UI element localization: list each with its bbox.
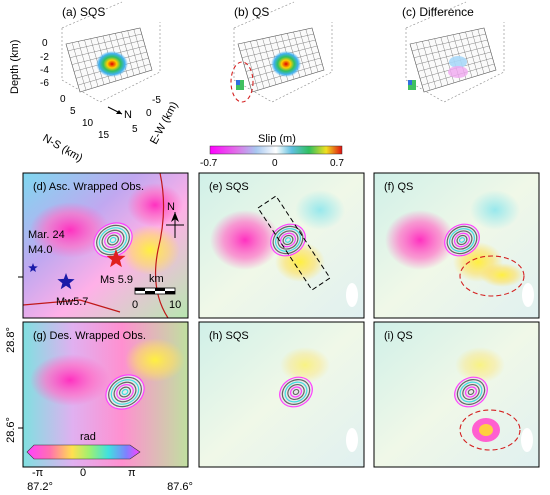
phase-colorbar-gradient (26, 444, 141, 460)
event1-date: Mar. 24 (28, 229, 65, 241)
map-axes: 28.8° 28.6° 87.2° 87.6° (5, 276, 193, 493)
phase-colorbar: rad -π 0 π (26, 431, 141, 479)
north-arrow-icon (116, 110, 122, 114)
star-blue-icon (57, 273, 75, 290)
panel-a-fault-plane (65, 27, 153, 93)
panel-c-title: (c) Difference (402, 5, 474, 19)
panel-g: (g) Des. Wrapped Obs. rad -π 0 π (22, 321, 189, 479)
panel-f-title: (f) QS (384, 181, 413, 193)
panel-d: (d) Asc. Wrapped Obs. Mar. 24 M4.0 Ms 5.… (22, 172, 189, 319)
scale-unit: km (149, 273, 164, 285)
slip-colorbar: Slip (m) -0.7 0 0.7 (200, 133, 344, 169)
dashed-ellipse (459, 255, 525, 297)
panel-f: (f) QS (373, 172, 540, 319)
north-label: N (167, 201, 175, 213)
panel-a: (a) SQS Depth (km) 0 -2 -4 -6 0 5 10 15 … (9, 1, 180, 165)
scale-10: 10 (169, 299, 181, 311)
phase-colorbar-label: rad (80, 431, 96, 443)
slip-tick-mid: 0 (272, 158, 278, 169)
ns-tick-0: 0 (60, 94, 66, 105)
ns-axis-label: N-S (km) (41, 132, 85, 164)
event3-label: Mw5.7 (56, 296, 88, 308)
dashed-ellipse (230, 61, 254, 103)
slip-colorbar-label: Slip (m) (258, 133, 296, 145)
depth-axis-label: Depth (km) (9, 40, 21, 94)
scale-0: 0 (132, 299, 138, 311)
panel-b: (b) QS (230, 1, 333, 103)
panel-c: (c) Difference (402, 1, 505, 103)
panel-g-title: (g) Des. Wrapped Obs. (33, 330, 146, 342)
phase-tick-min: -π (32, 467, 44, 479)
ew-tick-2: 5 (132, 124, 138, 135)
panel-h-frame (198, 321, 365, 468)
event2-label: Ms 5.9 (100, 274, 133, 286)
panel-b-title: (b) QS (234, 5, 269, 19)
lon-tick-1: 87.2° (27, 481, 53, 493)
panel-h: (h) SQS (198, 321, 365, 468)
slip-colorbar-gradient (209, 145, 343, 155)
star-blue-small-icon (28, 263, 38, 272)
lat-tick-1: 28.8° (5, 327, 17, 353)
lake (346, 283, 358, 307)
phase-tick-mid: 0 (80, 467, 86, 479)
panel-d-title: (d) Asc. Wrapped Obs. (33, 181, 144, 193)
panel-i-frame (373, 321, 540, 468)
north-label-3d: N (124, 109, 132, 121)
ew-axis-label: E-W (km) (148, 100, 180, 147)
slip-patch (271, 51, 301, 77)
panel-i: (i) QS (373, 321, 540, 468)
panel-d-frame (22, 172, 189, 319)
panel-a-box (61, 1, 161, 103)
panel-e: (e) SQS (198, 172, 365, 319)
lat-tick-2: 28.6° (5, 417, 17, 443)
panel-a-title: (a) SQS (62, 5, 105, 19)
panel-h-title: (h) SQS (209, 330, 249, 342)
fault-line (154, 173, 169, 318)
phase-tick-max: π (128, 467, 136, 479)
north-arrow-icon (166, 212, 184, 238)
panel-f-frame (373, 172, 540, 319)
depth-tick-3: -6 (40, 78, 49, 89)
panel-e-frame (198, 172, 365, 319)
slip-tick-max: 0.7 (330, 158, 344, 169)
panel-e-title: (e) SQS (209, 181, 249, 193)
panel-g-frame (22, 321, 189, 468)
depth-tick-1: -2 (40, 52, 49, 63)
slip-patch (96, 51, 128, 77)
ns-tick-2: 10 (82, 118, 94, 129)
depth-tick-0: 0 (42, 38, 48, 49)
ns-tick-1: 5 (70, 106, 76, 117)
ns-tick-3: 15 (98, 130, 110, 141)
dashed-ellipse (459, 409, 521, 451)
scale-bar (134, 287, 176, 295)
ew-tick-1: 0 (146, 108, 152, 119)
panel-i-title: (i) QS (384, 330, 413, 342)
star-red-icon (106, 249, 126, 268)
lon-tick-2: 87.6° (167, 481, 193, 493)
depth-tick-2: -4 (40, 65, 49, 76)
ew-tick-0: -5 (152, 95, 161, 106)
fault-line-south (23, 299, 121, 313)
slip-tick-min: -0.7 (200, 158, 218, 169)
event1-mag: M4.0 (28, 244, 52, 256)
